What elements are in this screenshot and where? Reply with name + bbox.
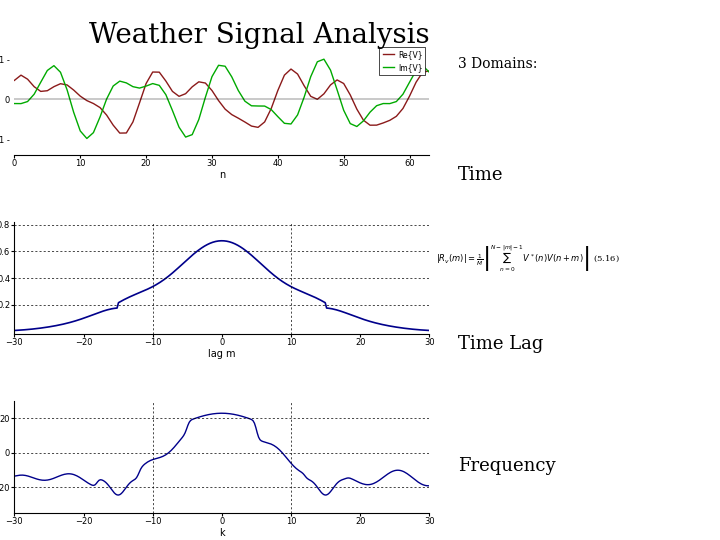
Text: Weather Signal Analysis: Weather Signal Analysis — [89, 22, 430, 49]
Re{V} — [280, 72, 289, 78]
Re{V} — [10, 77, 19, 84]
Line: Im{V}: Im{V} — [14, 59, 429, 138]
Re{V} — [293, 71, 302, 77]
Im{V} — [10, 100, 19, 107]
Im{V} — [247, 103, 256, 109]
Im{V} — [320, 56, 328, 63]
Line: Re{V}: Re{V} — [14, 69, 429, 133]
Text: $|R_v(m)|=\frac{1}{M}\left|\sum_{n=0}^{N-|m|-1}V^*(n)V(n+m)\right|$ (5.16): $|R_v(m)|=\frac{1}{M}\left|\sum_{n=0}^{N… — [436, 244, 620, 274]
Im{V} — [63, 86, 71, 93]
Text: Time Lag: Time Lag — [459, 335, 544, 353]
Im{V} — [425, 69, 433, 76]
Im{V} — [280, 120, 289, 126]
Re{V} — [247, 123, 256, 129]
Im{V} — [83, 135, 91, 141]
Text: Frequency: Frequency — [459, 457, 556, 475]
Text: 3 Domains:: 3 Domains: — [459, 57, 538, 71]
Re{V} — [287, 66, 295, 72]
X-axis label: n: n — [219, 170, 225, 180]
Im{V} — [287, 121, 295, 127]
Re{V} — [188, 84, 197, 90]
Re{V} — [425, 68, 433, 74]
X-axis label: lag m: lag m — [208, 349, 235, 359]
X-axis label: k: k — [219, 528, 225, 537]
Re{V} — [221, 106, 230, 112]
Re{V} — [115, 130, 124, 136]
Legend: Re{V}, Im{V}: Re{V}, Im{V} — [379, 47, 426, 75]
Re{V} — [63, 82, 71, 88]
Im{V} — [188, 131, 197, 138]
Text: Time: Time — [459, 166, 504, 184]
Im{V} — [221, 63, 230, 70]
